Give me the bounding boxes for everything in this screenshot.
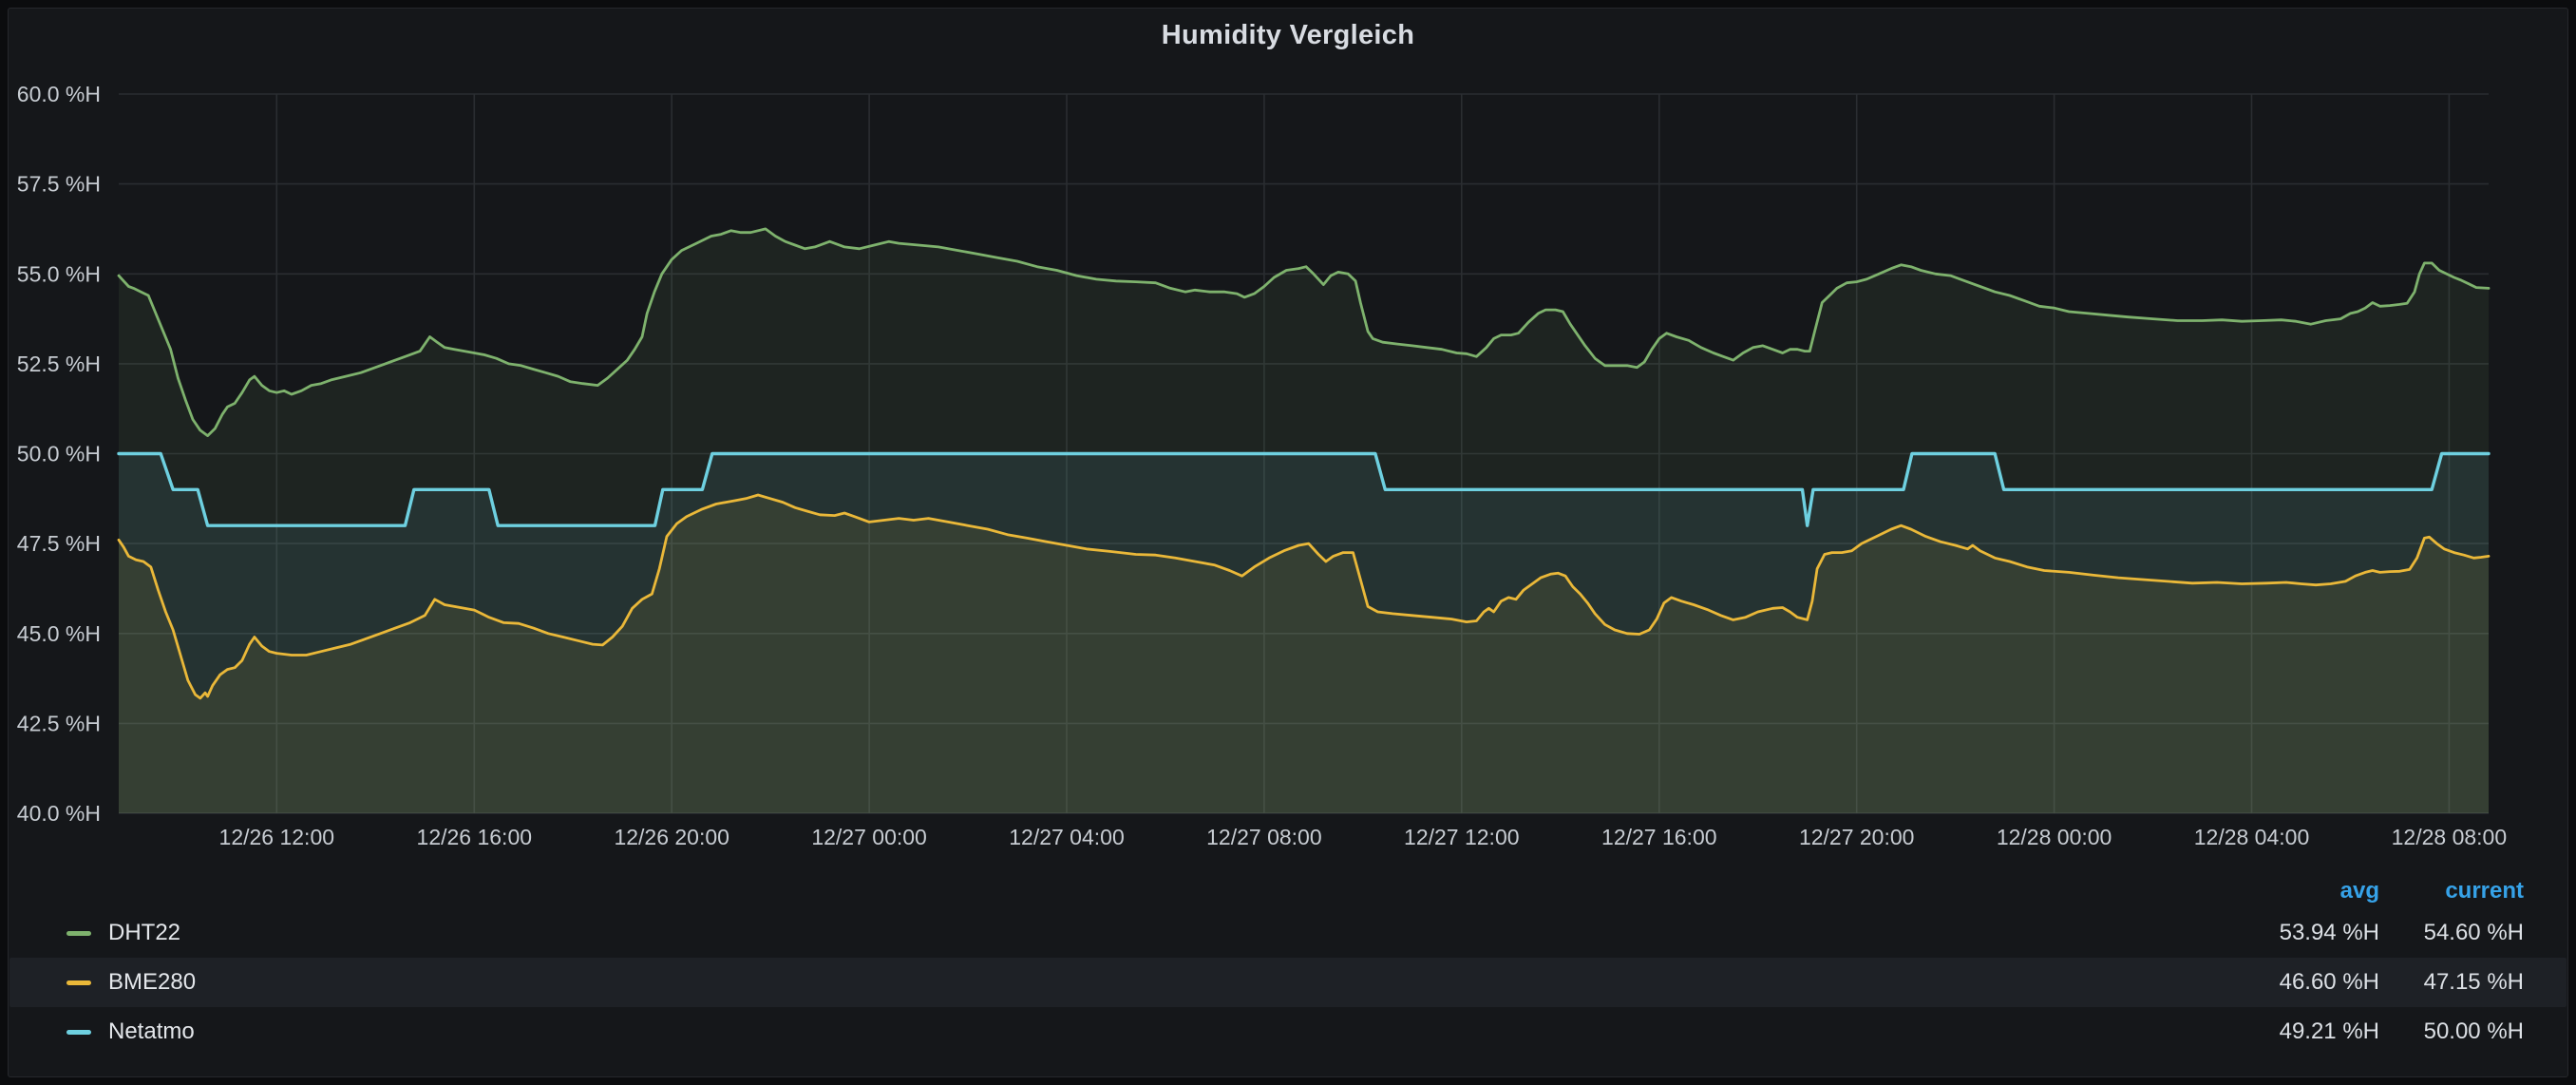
y-tick-label: 45.0 %H [17, 621, 101, 646]
legend-current-value: 54.60 %H [2423, 920, 2524, 945]
legend-avg-header[interactable]: avg [2339, 878, 2379, 904]
legend-row-bme280[interactable]: BME280 46.60 %H 47.15 %H [9, 958, 2567, 1007]
y-tick-label: 57.5 %H [17, 172, 101, 197]
y-tick-label: 47.5 %H [17, 531, 101, 556]
legend-row-dht22[interactable]: DHT22 53.94 %H 54.60 %H [9, 908, 2567, 958]
x-tick-label: 12/28 08:00 [2392, 825, 2508, 849]
x-tick-label: 12/27 16:00 [1601, 825, 1717, 849]
legend: avg current DHT22 53.94 %H 54.60 %H BME2… [9, 874, 2567, 1056]
legend-series-name: BME280 [108, 969, 197, 995]
panel-title[interactable]: Humidity Vergleich [1161, 20, 1415, 50]
x-tick-label: 12/26 12:00 [219, 825, 335, 849]
x-tick-label: 12/27 04:00 [1009, 825, 1125, 849]
series-area [119, 495, 2489, 813]
y-tick-label: 55.0 %H [17, 261, 101, 286]
x-tick-label: 12/27 12:00 [1404, 825, 1520, 849]
grafana-panel: Humidity Vergleich [8, 8, 2568, 1077]
legend-avg-value: 53.94 %H [2279, 920, 2379, 945]
y-tick-label: 42.5 %H [17, 711, 101, 735]
series-area [119, 453, 2489, 813]
series-color-dash-icon [66, 1029, 91, 1035]
x-tick-label: 12/26 16:00 [417, 825, 533, 849]
series-line [117, 493, 2491, 700]
x-tick-label: 12/26 20:00 [614, 825, 729, 849]
legend-current-value: 47.15 %H [2423, 969, 2524, 995]
series-line [117, 227, 2491, 437]
x-tick-label: 12/27 08:00 [1206, 825, 1322, 849]
legend-current-header[interactable]: current [2445, 878, 2524, 904]
series-color-dash-icon [66, 980, 91, 985]
legend-series-name: Netatmo [108, 1018, 195, 1044]
series-line [117, 451, 2491, 527]
y-tick-label: 52.5 %H [17, 352, 101, 376]
x-tick-label: 12/28 00:00 [1997, 825, 2112, 849]
y-tick-label: 60.0 %H [17, 82, 101, 106]
time-series-chart[interactable]: 40.0 %H 42.5 %H 45.0 %H 47.5 %H 50.0 %H 52.5 … [0, 0, 2576, 879]
series-area [119, 228, 2489, 813]
x-tick-label: 12/27 00:00 [811, 825, 927, 849]
legend-header-row: avg current [9, 874, 2567, 908]
legend-row-netatmo[interactable]: Netatmo 49.21 %H 50.00 %H [9, 1007, 2567, 1056]
legend-current-value: 50.00 %H [2423, 1018, 2524, 1044]
series-color-dash-icon [66, 930, 91, 936]
x-tick-label: 12/28 04:00 [2194, 825, 2310, 849]
legend-series-name: DHT22 [108, 920, 181, 945]
legend-avg-value: 46.60 %H [2279, 969, 2379, 995]
y-tick-label: 40.0 %H [17, 801, 101, 826]
legend-avg-value: 49.21 %H [2279, 1018, 2379, 1044]
y-tick-label: 50.0 %H [17, 442, 101, 466]
x-tick-label: 12/27 20:00 [1799, 825, 1915, 849]
